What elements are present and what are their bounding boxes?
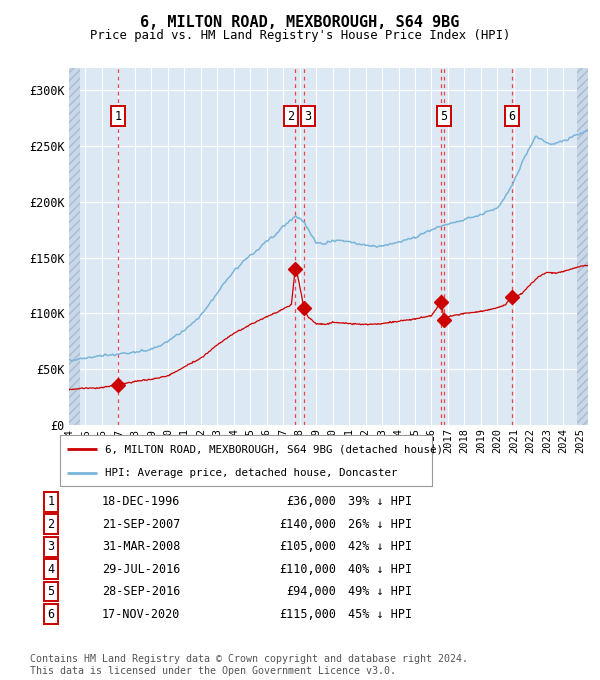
Text: 21-SEP-2007: 21-SEP-2007	[102, 517, 181, 531]
Text: HPI: Average price, detached house, Doncaster: HPI: Average price, detached house, Donc…	[104, 469, 397, 479]
Text: 40% ↓ HPI: 40% ↓ HPI	[348, 562, 412, 576]
Text: 45% ↓ HPI: 45% ↓ HPI	[348, 607, 412, 621]
Text: 3: 3	[47, 540, 55, 554]
Text: £36,000: £36,000	[286, 495, 336, 509]
Text: £115,000: £115,000	[279, 607, 336, 621]
Text: Price paid vs. HM Land Registry's House Price Index (HPI): Price paid vs. HM Land Registry's House …	[90, 29, 510, 41]
Text: 1: 1	[114, 109, 121, 122]
Text: £140,000: £140,000	[279, 517, 336, 531]
Text: 29-JUL-2016: 29-JUL-2016	[102, 562, 181, 576]
Text: 6: 6	[47, 607, 55, 621]
Text: This data is licensed under the Open Government Licence v3.0.: This data is licensed under the Open Gov…	[30, 666, 396, 677]
Text: 6, MILTON ROAD, MEXBOROUGH, S64 9BG: 6, MILTON ROAD, MEXBOROUGH, S64 9BG	[140, 15, 460, 30]
Text: 49% ↓ HPI: 49% ↓ HPI	[348, 585, 412, 598]
Text: 2: 2	[287, 109, 295, 122]
Text: 2: 2	[47, 517, 55, 531]
FancyBboxPatch shape	[60, 435, 432, 486]
Text: £105,000: £105,000	[279, 540, 336, 554]
Text: 5: 5	[440, 109, 447, 122]
Text: 28-SEP-2016: 28-SEP-2016	[102, 585, 181, 598]
Text: 6, MILTON ROAD, MEXBOROUGH, S64 9BG (detached house): 6, MILTON ROAD, MEXBOROUGH, S64 9BG (det…	[104, 445, 443, 454]
Text: 3: 3	[304, 109, 311, 122]
Text: 1: 1	[47, 495, 55, 509]
Text: 6: 6	[508, 109, 515, 122]
Text: 42% ↓ HPI: 42% ↓ HPI	[348, 540, 412, 554]
Text: 4: 4	[47, 562, 55, 576]
Text: 17-NOV-2020: 17-NOV-2020	[102, 607, 181, 621]
Text: 5: 5	[47, 585, 55, 598]
Text: 18-DEC-1996: 18-DEC-1996	[102, 495, 181, 509]
Text: 26% ↓ HPI: 26% ↓ HPI	[348, 517, 412, 531]
Text: 39% ↓ HPI: 39% ↓ HPI	[348, 495, 412, 509]
Text: £94,000: £94,000	[286, 585, 336, 598]
Text: £110,000: £110,000	[279, 562, 336, 576]
Text: 31-MAR-2008: 31-MAR-2008	[102, 540, 181, 554]
Text: Contains HM Land Registry data © Crown copyright and database right 2024.: Contains HM Land Registry data © Crown c…	[30, 654, 468, 664]
